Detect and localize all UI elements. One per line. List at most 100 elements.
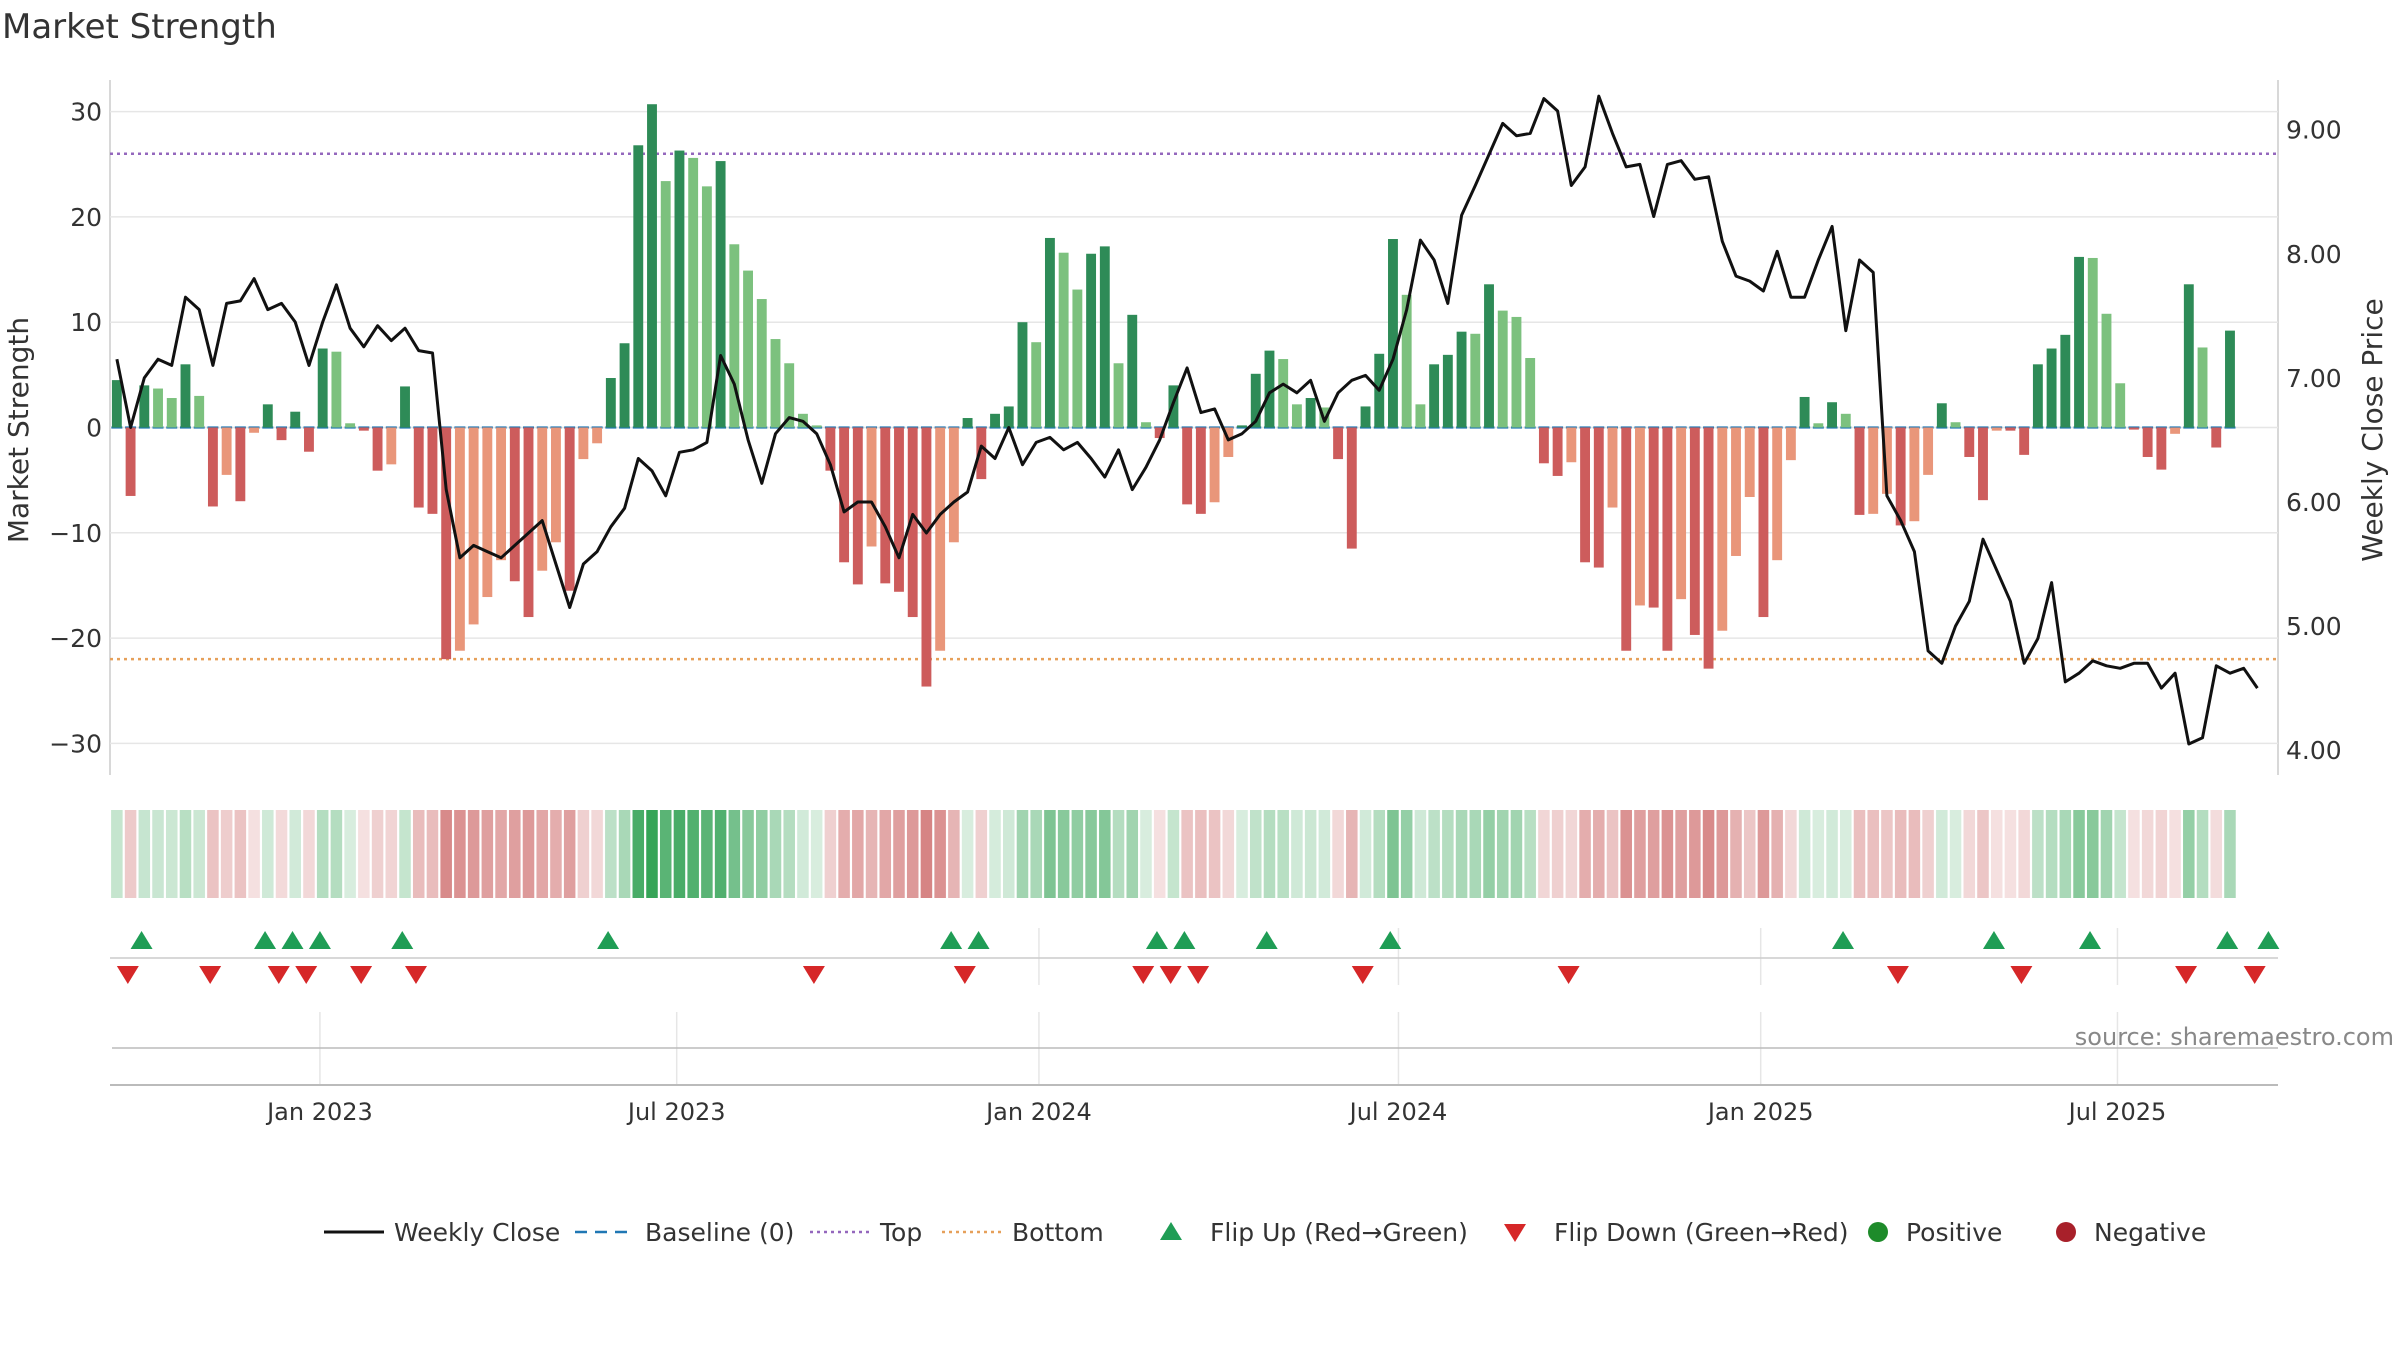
strength-bar: [1676, 427, 1687, 600]
strength-bar: [1484, 284, 1494, 428]
heat-cell: [1949, 810, 1962, 898]
flip-up-marker: [1379, 931, 1402, 949]
heat-cell: [989, 810, 1001, 898]
heat-cell: [344, 810, 356, 898]
heat-cell: [2045, 810, 2058, 898]
heat-cell: [1400, 810, 1413, 898]
flip-up-marker: [1255, 931, 1278, 949]
strength-bar: [1195, 427, 1206, 514]
heat-cell: [1016, 810, 1029, 898]
y-axis-label-right: Weekly Close Price: [2356, 298, 2389, 561]
flip-up-marker: [1832, 931, 1855, 949]
heat-cell: [1702, 810, 1715, 898]
strength-bar: [345, 423, 356, 428]
strength-bar: [1360, 406, 1371, 428]
right-tick-label: 6.00: [2286, 488, 2342, 517]
heat-cell: [111, 810, 123, 898]
heat-cell: [1112, 810, 1125, 898]
strength-bar: [1470, 333, 1481, 428]
strength-bar: [166, 398, 177, 428]
heat-cell: [1057, 810, 1070, 898]
chart-title: Market Strength: [2, 7, 277, 47]
heat-cell: [1126, 810, 1139, 898]
flip-down-marker: [2175, 966, 2198, 984]
flip-up-marker: [308, 931, 331, 949]
heat-cell: [824, 810, 837, 898]
weekly-close-line: [115, 94, 2259, 746]
strength-bar: [290, 411, 301, 428]
strength-bar: [1086, 253, 1097, 428]
heat-cell: [303, 810, 315, 898]
strength-bar: [262, 404, 273, 428]
strength-bar: [1827, 402, 1837, 428]
strength-bar: [1278, 359, 1289, 428]
strength-bar: [976, 427, 987, 480]
strength-bar: [921, 427, 932, 687]
heat-cell: [467, 810, 480, 898]
heat-cell: [1977, 810, 1989, 898]
strength-bar: [880, 427, 891, 584]
heat-cell: [1524, 810, 1536, 898]
strength-bar: [2032, 364, 2043, 428]
heat-cell: [797, 810, 809, 898]
strength-bar: [125, 427, 136, 496]
strength-bars: [111, 104, 2235, 687]
heat-cell: [632, 810, 645, 898]
strength-bar: [1072, 289, 1083, 428]
strength-bar: [2142, 427, 2153, 457]
heat-cell: [1990, 810, 2003, 898]
strength-bar: [1497, 310, 1508, 428]
heat-cell: [1318, 810, 1331, 898]
legend-item: Positive: [1868, 1218, 2002, 1247]
heat-cell: [399, 810, 411, 898]
strength-bar: [2046, 348, 2057, 428]
heat-cell: [1153, 810, 1166, 898]
heat-cell: [124, 810, 137, 898]
strength-bar: [427, 427, 438, 514]
heat-cell: [838, 810, 850, 898]
heat-cell: [810, 810, 823, 898]
heat-cell: [1579, 810, 1591, 898]
strength-bar: [2128, 427, 2139, 430]
strength-bar: [372, 427, 383, 471]
strength-bar: [1388, 239, 1398, 428]
heat-cell: [1414, 810, 1427, 898]
strength-bar: [1442, 354, 1453, 428]
strength-bar: [1703, 427, 1714, 669]
x-tick-label: Jul 2023: [626, 1098, 726, 1126]
flip-up-marker: [391, 931, 414, 949]
strength-bar: [551, 427, 561, 543]
flip-down-marker: [1557, 966, 1580, 984]
strength-bar: [743, 270, 753, 428]
heat-cell: [2114, 810, 2126, 898]
left-tick-label: 20: [70, 203, 102, 232]
strength-bar: [276, 427, 287, 441]
heat-cell: [2224, 810, 2236, 898]
strength-bar: [1950, 422, 1961, 428]
strength-bar: [1607, 427, 1618, 508]
strength-bar: [1154, 427, 1165, 439]
legend-item: Flip Up (Red→Green): [1160, 1218, 1468, 1247]
heat-cell: [495, 810, 507, 898]
strength-bar: [1909, 427, 1920, 522]
heat-cell: [1647, 810, 1660, 898]
flip-down-marker: [350, 966, 373, 984]
heat-cell: [1208, 810, 1221, 898]
strength-bar: [386, 427, 397, 465]
heat-cell: [481, 810, 494, 898]
heat-cell: [618, 810, 631, 898]
strength-bar: [2019, 427, 2030, 455]
flip-down-marker: [199, 966, 222, 984]
x-tick-label: Jan 2025: [1706, 1098, 1814, 1126]
left-tick-label: 10: [70, 308, 102, 337]
heat-cell: [879, 810, 892, 898]
heat-cell: [2169, 810, 2181, 898]
strength-bar: [1813, 423, 1824, 428]
flip-down-marker: [802, 966, 825, 984]
strength-bar: [2197, 347, 2208, 428]
legend-item: Weekly Close: [324, 1218, 560, 1247]
strength-bar: [1635, 427, 1645, 606]
heat-cell: [1455, 810, 1468, 898]
strength-bar: [756, 299, 767, 428]
